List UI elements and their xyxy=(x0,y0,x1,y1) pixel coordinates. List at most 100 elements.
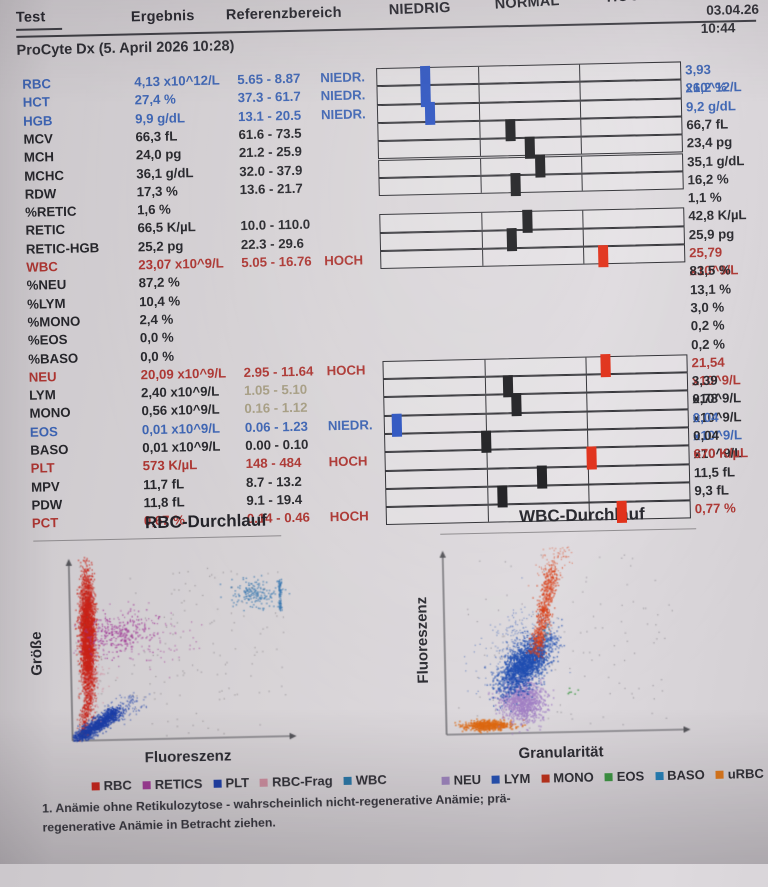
flag-label: HOCH xyxy=(328,453,368,470)
result-value: 0,0 % xyxy=(139,329,174,346)
range-marker xyxy=(481,430,492,454)
test-name: PCT xyxy=(31,515,59,531)
rbc-y-axis-label: Größe xyxy=(27,631,46,676)
previous-value: 35,1 g/dL xyxy=(687,152,745,169)
flag-label: NIEDR. xyxy=(327,416,373,433)
legend-item: WBC xyxy=(343,772,387,788)
previous-value: 3,0 % xyxy=(690,299,725,316)
test-name: %LYM xyxy=(26,295,66,312)
range-bar-divider xyxy=(581,174,583,191)
legend-swatch-icon xyxy=(91,781,100,790)
range-bar-divider xyxy=(579,82,581,100)
test-name: LYM xyxy=(28,387,56,403)
range-bar-divider xyxy=(587,467,590,484)
flag-label: NIEDR. xyxy=(320,69,366,86)
range-bar-divider xyxy=(479,140,482,157)
legend-label: uRBC xyxy=(727,765,764,782)
range-bar-divider xyxy=(479,158,482,175)
previous-value: 13,1 % xyxy=(689,280,732,297)
range-marker xyxy=(616,500,628,524)
rbc-scatter-canvas xyxy=(54,543,309,754)
reference-range: 0.16 - 1.12 xyxy=(244,400,308,417)
range-marker xyxy=(524,136,535,160)
test-name: NEU xyxy=(28,368,57,385)
previous-value: 11,5 fL xyxy=(693,463,736,480)
result-value: 2,40 x10^9/L xyxy=(140,383,220,401)
legend-label: WBC xyxy=(355,772,387,788)
legend-swatch-icon xyxy=(715,770,724,779)
legend-item: EOS xyxy=(604,768,644,784)
reference-range: 13.6 - 21.7 xyxy=(239,180,303,197)
wbc-plot-legend: NEU LYM MONO EOS BASO uRBC xyxy=(441,766,764,788)
range-marker xyxy=(510,173,521,197)
header-test-underline xyxy=(16,27,63,31)
reference-range: 0.00 - 0.10 xyxy=(245,436,309,454)
test-name: RDW xyxy=(24,185,57,202)
legend-label: RBC xyxy=(103,777,132,794)
range-bar-divider xyxy=(478,85,481,102)
previous-value: 83,5 % xyxy=(689,262,731,279)
photographed-lab-report: { "report": { "date": "03.04.26", "time"… xyxy=(0,0,768,864)
range-marker xyxy=(505,118,516,142)
reference-range: 8.7 - 13.2 xyxy=(245,473,302,490)
test-name: PDW xyxy=(31,496,63,513)
legend-label: PLT xyxy=(225,775,250,791)
range-bar-divider xyxy=(582,247,585,264)
range-bar-divider xyxy=(480,176,483,193)
reference-range: 148 - 484 xyxy=(245,455,302,472)
test-name: %MONO xyxy=(27,313,81,330)
wbc-title-rule xyxy=(440,528,697,535)
result-value: 11,8 fL xyxy=(143,494,185,511)
reference-range: 2.95 - 11.64 xyxy=(243,363,314,380)
flag-label: HOCH xyxy=(329,508,369,525)
flag-label: HOCH xyxy=(324,252,364,269)
footnote: 1. Anämie ohne Retikulozytose - wahrsche… xyxy=(42,789,511,837)
result-value: 23,07 x10^9/L xyxy=(138,255,224,273)
legend-swatch-icon xyxy=(142,780,151,789)
test-name: RETIC-HGB xyxy=(25,239,100,257)
range-bar-divider xyxy=(580,137,583,155)
range-marker xyxy=(424,102,435,125)
reference-range: 1.05 - 5.10 xyxy=(243,381,308,399)
legend-label: BASO xyxy=(667,767,705,783)
range-bar-divider xyxy=(486,451,489,468)
result-value: 87,2 % xyxy=(138,274,180,291)
flag-label: NIEDR. xyxy=(320,87,366,104)
range-bar-divider xyxy=(478,103,481,120)
header-col-normal: NORMAL xyxy=(494,0,560,13)
legend-label: MONO xyxy=(553,769,594,786)
result-value: 0,01 x10^9/L xyxy=(141,420,221,437)
result-value: 24,0 pg xyxy=(135,146,182,163)
result-value: 0,01 x10^9/L xyxy=(142,438,221,456)
range-bar-divider xyxy=(481,249,484,267)
header-col-result: Ergebnis xyxy=(130,8,195,26)
range-marker xyxy=(522,209,533,233)
test-name: %BASO xyxy=(28,350,79,367)
previous-value: 0,2 % xyxy=(690,317,725,334)
range-bar-divider xyxy=(579,101,582,118)
reference-range: 5.05 - 16.76 xyxy=(241,253,312,271)
result-value: 0,56 x10^9/L xyxy=(141,401,220,419)
result-value: 573 K/µL xyxy=(142,457,198,474)
legend-label: RETICS xyxy=(154,776,203,793)
legend-item: RETICS xyxy=(142,776,203,793)
range-bar-divider xyxy=(582,229,585,246)
rbc-plot-legend: RBC RETICS PLT RBC-Frag WBC xyxy=(91,772,387,794)
reference-range: 61.6 - 73.5 xyxy=(238,125,302,142)
previous-value: 9,2 g/dL xyxy=(685,97,736,114)
analyzer-run-title: ProCyte Dx (5. April 2026 10:28) xyxy=(16,38,235,59)
range-marker xyxy=(497,484,509,508)
test-name: BASO xyxy=(30,441,69,458)
legend-swatch-icon xyxy=(343,776,352,785)
range-bar-divider xyxy=(580,119,582,136)
result-value: 66,3 fL xyxy=(135,128,178,145)
result-value: 25,2 pg xyxy=(137,238,184,255)
reference-range: 22.3 - 29.6 xyxy=(240,235,305,252)
test-name: MCV xyxy=(23,131,53,147)
range-bar-divider xyxy=(582,210,584,228)
legend-label: LYM xyxy=(503,770,531,787)
legend-item: PLT xyxy=(213,775,249,791)
result-value: 10,4 % xyxy=(138,293,181,309)
test-name: EOS xyxy=(29,423,58,440)
range-bar-divider xyxy=(481,213,483,230)
